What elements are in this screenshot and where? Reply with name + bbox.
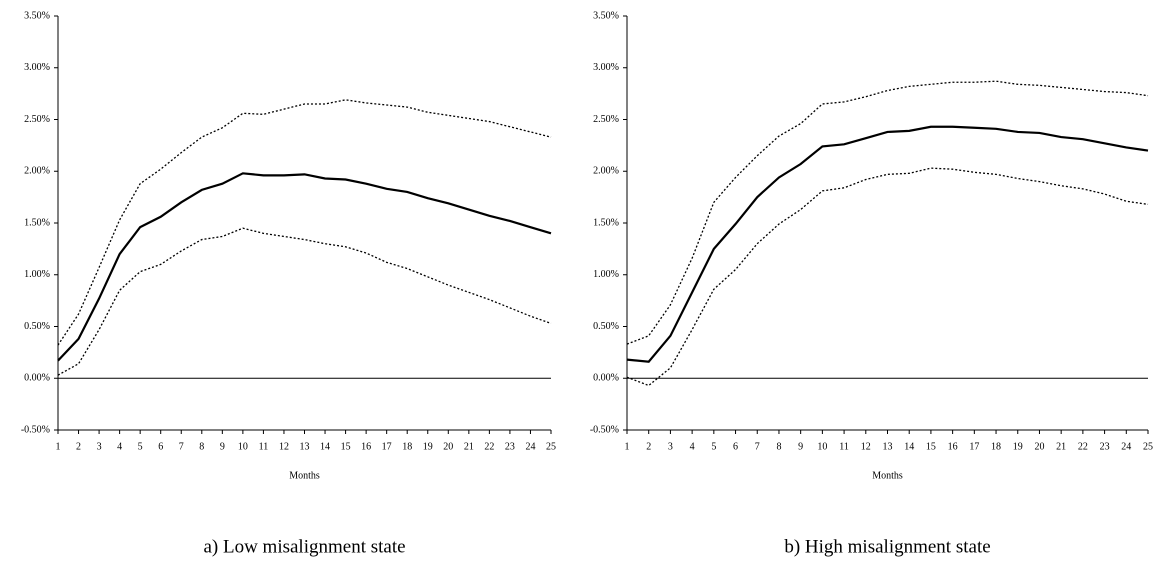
x-tick-label: 4 <box>690 441 695 452</box>
x-tick-label: 6 <box>158 441 163 452</box>
x-tick-label: 11 <box>839 441 849 452</box>
x-tick-label: 9 <box>798 441 803 452</box>
x-tick-label: 24 <box>525 441 535 452</box>
x-tick-label: 22 <box>1078 441 1088 452</box>
x-tick-label: 21 <box>1056 441 1066 452</box>
x-tick-label: 23 <box>505 441 515 452</box>
y-tick-label: -0.50% <box>21 424 50 435</box>
y-tick-label: 0.50% <box>24 321 50 332</box>
y-tick-label: 3.00% <box>593 62 619 73</box>
x-tick-label: 5 <box>138 441 143 452</box>
x-tick-label: 14 <box>320 441 330 452</box>
x-tick-label: 18 <box>402 441 412 452</box>
x-tick-label: 2 <box>646 441 651 452</box>
x-tick-label: 12 <box>861 441 871 452</box>
y-tick-label: 3.50% <box>24 10 50 21</box>
x-tick-label: 22 <box>484 441 494 452</box>
series-line <box>57 99 552 346</box>
x-tick-label: 23 <box>1100 441 1110 452</box>
x-tick-label: 25 <box>546 441 556 452</box>
series-line <box>626 167 1149 387</box>
x-tick-label: 13 <box>300 441 310 452</box>
y-tick-label: 0.00% <box>24 373 50 384</box>
x-tick-label: 10 <box>817 441 827 452</box>
y-tick-label: 2.00% <box>593 166 619 177</box>
x-tick-label: 20 <box>1034 441 1044 452</box>
x-tick-label: 21 <box>464 441 474 452</box>
y-tick-label: 3.50% <box>593 10 619 21</box>
series-line <box>57 172 552 362</box>
x-tick-label: 18 <box>991 441 1001 452</box>
x-tick-label: 16 <box>361 441 371 452</box>
x-tick-label: 5 <box>711 441 716 452</box>
x-tick-label: 19 <box>423 441 433 452</box>
y-tick-label: 1.00% <box>24 269 50 280</box>
caption: b) High misalignment state <box>784 536 990 557</box>
x-tick-label: 10 <box>238 441 248 452</box>
y-tick-label: 2.50% <box>24 114 50 125</box>
y-tick-label: 1.50% <box>593 217 619 228</box>
x-tick-label: 2 <box>76 441 81 452</box>
caption: a) Low misalignment state <box>203 536 405 557</box>
x-tick-label: 13 <box>883 441 893 452</box>
x-tick-label: 24 <box>1121 441 1131 452</box>
x-tick-label: 4 <box>117 441 122 452</box>
x-axis-label: Months <box>872 470 903 481</box>
x-tick-label: 7 <box>755 441 760 452</box>
x-tick-label: 1 <box>625 441 630 452</box>
y-tick-label: 2.50% <box>593 114 619 125</box>
x-tick-label: 17 <box>969 441 979 452</box>
x-tick-label: 25 <box>1143 441 1153 452</box>
x-tick-label: 3 <box>97 441 102 452</box>
x-tick-label: 8 <box>199 441 204 452</box>
y-tick-label: 3.00% <box>24 62 50 73</box>
y-tick-label: 1.50% <box>24 217 50 228</box>
x-tick-label: 1 <box>56 441 61 452</box>
x-tick-label: 17 <box>382 441 392 452</box>
x-tick-label: 19 <box>1013 441 1023 452</box>
series-line <box>626 80 1149 345</box>
y-tick-label: -0.50% <box>590 424 619 435</box>
x-tick-label: 9 <box>220 441 225 452</box>
y-tick-label: 2.00% <box>24 166 50 177</box>
x-tick-label: 15 <box>926 441 936 452</box>
x-tick-label: 14 <box>904 441 914 452</box>
x-tick-label: 15 <box>341 441 351 452</box>
x-axis-label: Months <box>289 470 320 481</box>
y-tick-label: 1.00% <box>593 269 619 280</box>
series-line <box>626 125 1149 363</box>
y-tick-label: 0.00% <box>593 373 619 384</box>
x-tick-label: 7 <box>179 441 184 452</box>
x-tick-label: 6 <box>733 441 738 452</box>
x-tick-label: 8 <box>776 441 781 452</box>
y-tick-label: 0.50% <box>593 321 619 332</box>
x-tick-label: 11 <box>259 441 269 452</box>
x-tick-label: 12 <box>279 441 289 452</box>
x-tick-label: 3 <box>668 441 673 452</box>
series-line <box>57 227 552 376</box>
x-tick-label: 20 <box>443 441 453 452</box>
x-tick-label: 16 <box>948 441 958 452</box>
